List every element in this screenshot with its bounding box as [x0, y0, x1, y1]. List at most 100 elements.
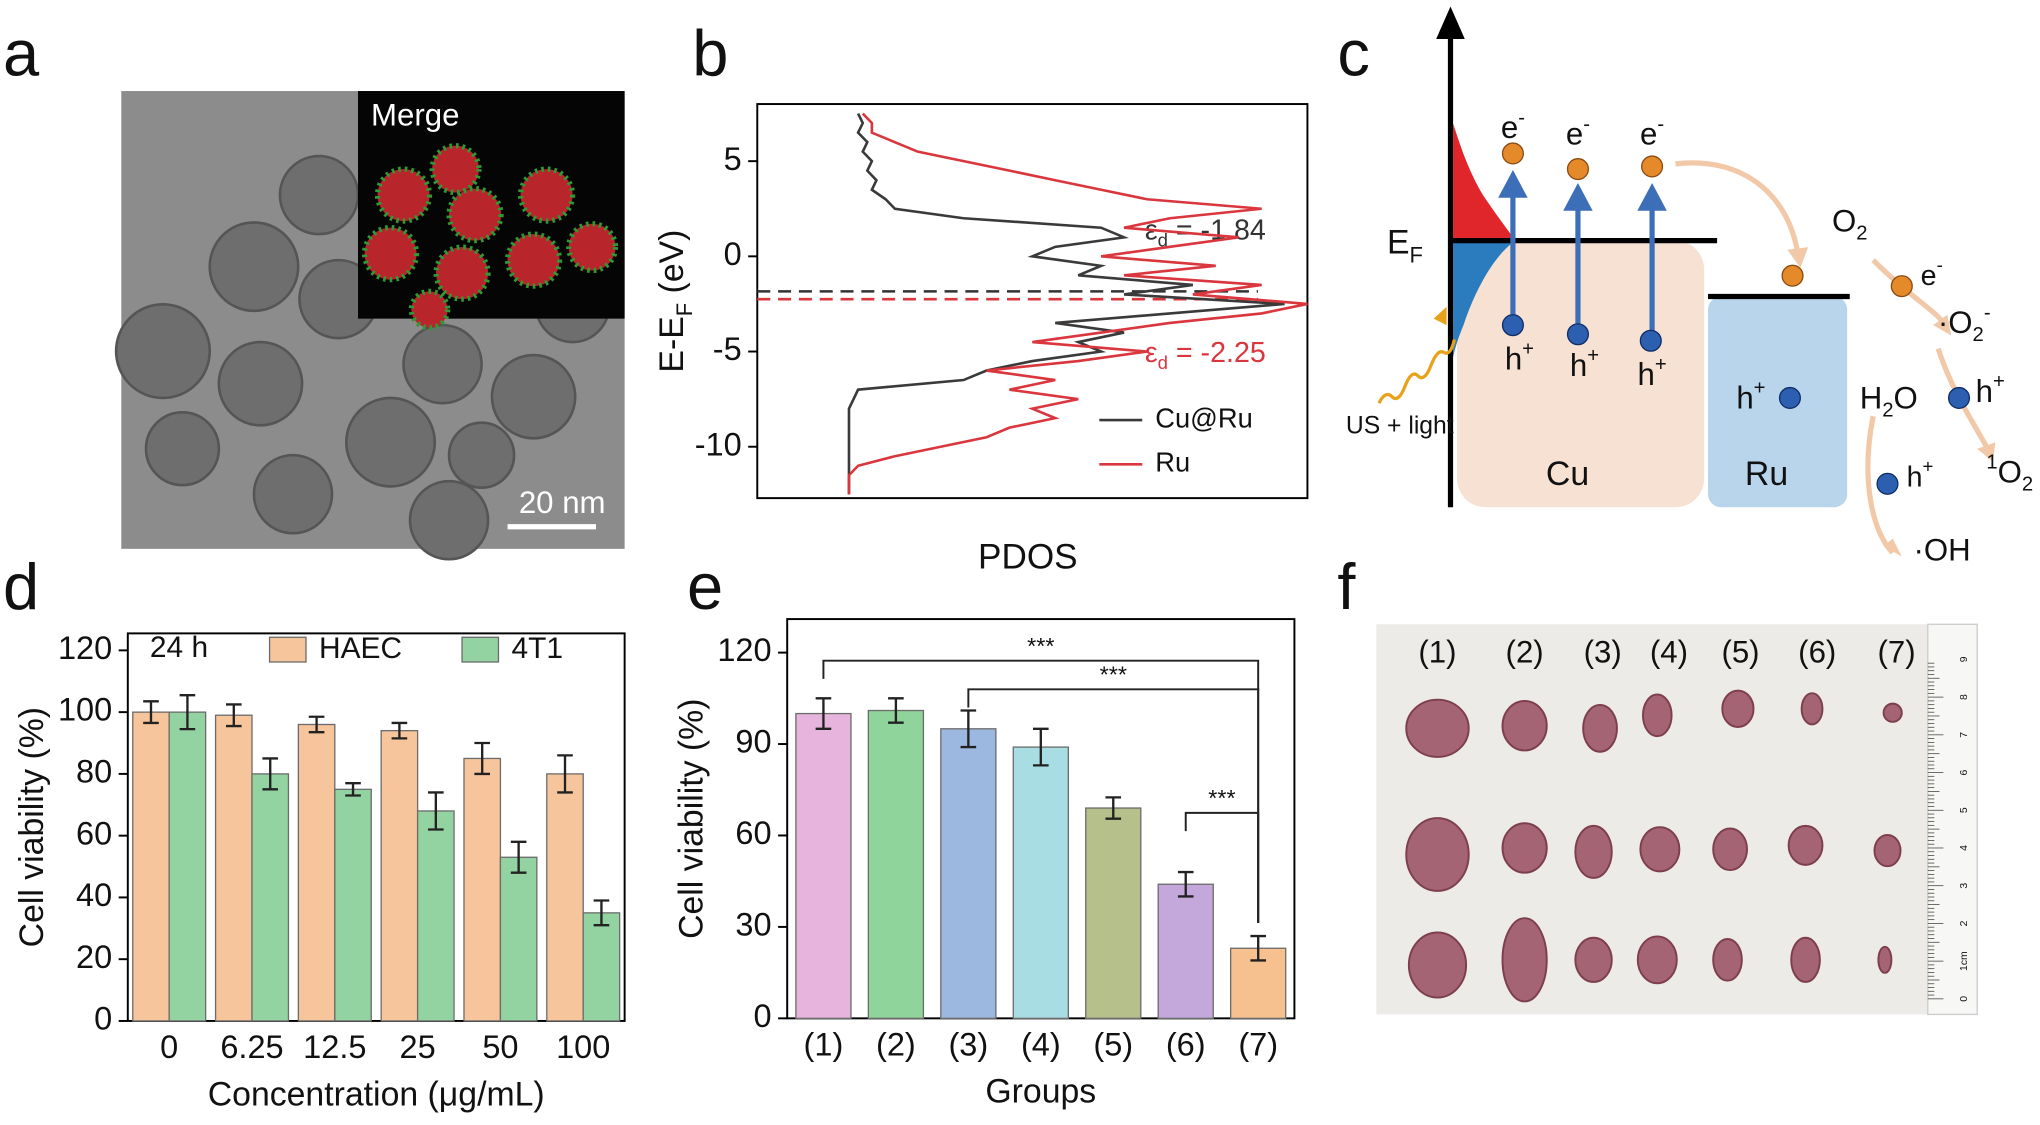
- inset-label: Merge: [371, 97, 459, 132]
- y-tick-label: 40: [76, 877, 112, 913]
- error-bar: [225, 703, 242, 728]
- y-tick-label: 0: [94, 1001, 112, 1037]
- text-part: E-E: [653, 316, 691, 372]
- eds-particles: [361, 143, 619, 331]
- bar: [416, 810, 455, 1022]
- text-part: 2: [1882, 400, 1893, 422]
- text-part: = -2.25: [1168, 336, 1266, 368]
- bar: [251, 773, 290, 1022]
- error-bar: [960, 709, 977, 749]
- diagram-label: h+: [1637, 355, 1666, 393]
- bar: [582, 912, 621, 1022]
- legend-swatch: [461, 636, 500, 663]
- diagram-label: Ru: [1745, 455, 1788, 493]
- text-part: d: [1158, 352, 1168, 373]
- error-bar: [888, 697, 904, 724]
- text-part: h: [1976, 374, 1993, 409]
- diagram-label: e-: [1566, 114, 1590, 152]
- text-part: e: [1566, 117, 1583, 152]
- ruler-label: 2: [1959, 920, 1970, 926]
- text-part: +: [1923, 456, 1934, 477]
- group-label: (6): [1798, 634, 1836, 669]
- bar: [214, 714, 253, 1022]
- x-tick-label: 100: [556, 1029, 610, 1065]
- y-tick-label: 0: [754, 998, 772, 1034]
- ruler-label: 1cm: [1959, 951, 1970, 971]
- text-part: ε: [1145, 336, 1158, 368]
- text-part: O: [1998, 455, 2022, 490]
- ruler-label: 0: [1959, 996, 1970, 1002]
- holes: [1501, 314, 1971, 495]
- tumors: [1405, 689, 1903, 1003]
- text-part: O: [1832, 204, 1856, 239]
- ruler-label: 3: [1959, 883, 1970, 889]
- bar: [795, 712, 852, 1020]
- y-tick-label: 100: [58, 692, 112, 728]
- error-bar: [474, 741, 491, 776]
- ruler: [1927, 623, 1978, 1016]
- electrons: [1501, 142, 1913, 298]
- text-part: +: [1522, 339, 1534, 361]
- panel-label: c: [1337, 17, 1370, 90]
- y-axis-label: Cell viability (%): [672, 699, 710, 939]
- diagram-label: ·O2-: [1938, 303, 1991, 347]
- bar: [546, 773, 584, 1022]
- annotation: 24 h: [150, 631, 208, 664]
- group-label: (7): [1878, 634, 1916, 669]
- text-part: 2: [1973, 325, 1984, 347]
- text-part: ·OH: [1914, 533, 1971, 568]
- panel-label: a: [3, 17, 40, 90]
- legend-label: Cu@Ru: [1155, 402, 1253, 433]
- bar: [1085, 807, 1142, 1020]
- x-tick-label: (3): [948, 1027, 988, 1063]
- text-part: -: [1937, 254, 1943, 275]
- text-part: E: [1387, 223, 1410, 261]
- group-label: (1): [1418, 634, 1456, 669]
- text-part: Cu: [1546, 455, 1589, 493]
- bar: [334, 788, 372, 1022]
- legend-label: HAEC: [319, 632, 402, 665]
- x-tick-label: (1): [804, 1027, 844, 1063]
- error-bar: [815, 697, 832, 730]
- text-part: +: [1655, 355, 1667, 377]
- y-axis-label: E-EF (eV): [653, 230, 697, 373]
- diagram-label: h+: [1976, 371, 2005, 409]
- y-tick-label: -10: [695, 426, 742, 462]
- group-label: (5): [1721, 634, 1759, 669]
- legend-swatch: [268, 636, 307, 663]
- x-tick-label: 50: [482, 1029, 518, 1065]
- y-tick-label: 30: [735, 907, 771, 943]
- ruler-label: 6: [1959, 769, 1970, 775]
- bar: [940, 728, 997, 1020]
- nanoparticles: [114, 154, 611, 561]
- bar: [1157, 883, 1214, 1020]
- x-tick-label: 0: [160, 1029, 178, 1065]
- bar: [168, 711, 207, 1022]
- text-part: e: [1501, 110, 1518, 145]
- error-bar: [557, 754, 573, 794]
- text-part: h: [1637, 357, 1654, 392]
- bar: [132, 711, 170, 1022]
- x-tick-label: (5): [1093, 1027, 1133, 1063]
- text-part: +: [1754, 378, 1766, 400]
- text-part: +: [1587, 345, 1599, 367]
- bar: [380, 730, 419, 1022]
- group-label: (3): [1584, 634, 1622, 669]
- plot-frame: [756, 103, 1309, 500]
- tumor-photo: [1376, 624, 1978, 1015]
- diagram-label: US + light: [1346, 412, 1454, 439]
- text-part: O: [1894, 381, 1918, 416]
- error-bar: [1177, 870, 1194, 898]
- text-part: ·O: [1938, 305, 1973, 340]
- group-label: (2): [1506, 634, 1544, 669]
- arrowheads: [1787, 247, 1996, 557]
- error-bar: [510, 840, 527, 874]
- excitation-arrows: [1498, 170, 1667, 332]
- diagram-label: ·OH: [1914, 533, 1971, 568]
- error-bar: [179, 693, 196, 731]
- x-tick-label: 12.5: [303, 1029, 366, 1065]
- ruler-label: 5: [1959, 807, 1970, 813]
- x-tick-label: 6.25: [220, 1029, 283, 1065]
- significance-label: ***: [1027, 633, 1054, 659]
